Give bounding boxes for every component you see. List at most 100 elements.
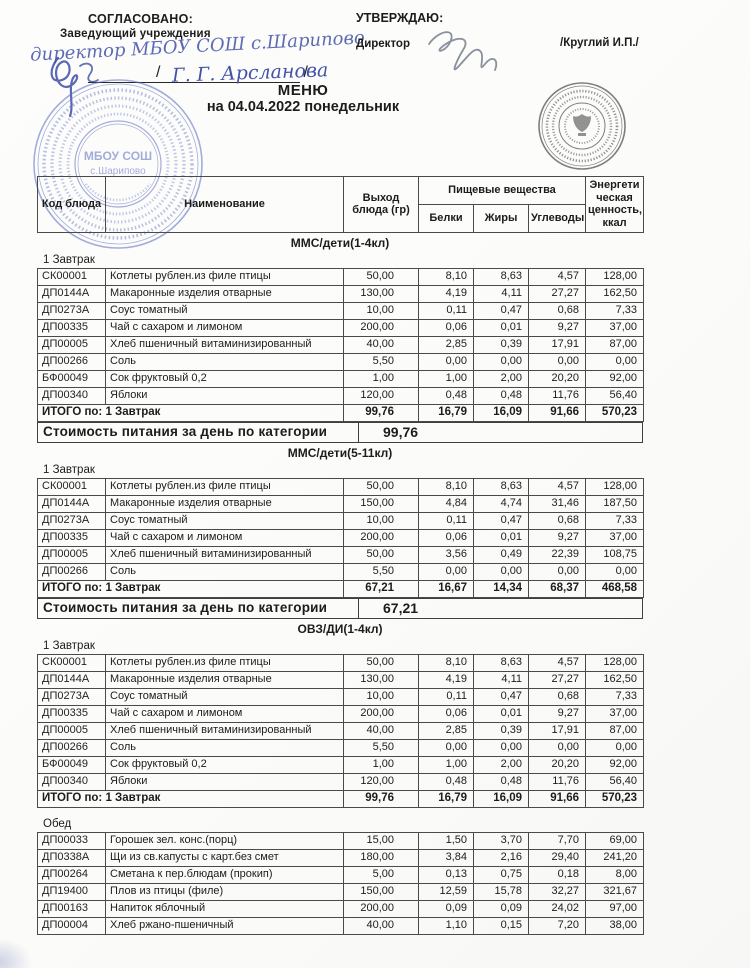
dish-name: Соус томатный [105, 511, 344, 530]
dish-name: Макаронные изделия отварные [105, 494, 344, 513]
daily-cost-row: Стоимость питания за день по категории 67… [37, 597, 643, 619]
output-grams: 180,00 [343, 848, 419, 867]
dish-name: Котлеты рублен.из филе птицы [105, 653, 344, 672]
total-row: ИТОГО по: 1 Завтрак 99,76 16,79 16,09 91,66 5… [37, 403, 644, 422]
output-grams: 150,00 [343, 882, 419, 901]
carbs-value: 24,02 [528, 899, 586, 918]
dish-name: Сок фруктовый 0,2 [105, 755, 344, 774]
protein-value: 12,59 [418, 882, 474, 901]
section-category: ММС/дети(1-4кл) [290, 235, 390, 250]
dish-code: ДП00340 [37, 772, 106, 791]
total-label: ИТОГО по: 1 Завтрак [37, 789, 344, 808]
section-gap [37, 808, 643, 814]
fat-value: 4,74 [473, 494, 529, 513]
protein-value: 4,19 [418, 670, 474, 689]
protein-value: 0,00 [418, 738, 474, 757]
total-energy-value: 570,23 [585, 789, 644, 808]
energy-value: 7,33 [585, 511, 644, 530]
dish-code: ДП00033 [37, 831, 106, 850]
daily-cost-row: Стоимость питания за день по категории 99… [37, 421, 643, 443]
dish-code: ДП00264 [37, 865, 106, 884]
menu-table: СК00001 Котлеты рублен.из филе птицы 50,00… [37, 267, 644, 422]
carbs-value: 29,40 [528, 848, 586, 867]
dish-code: СК00001 [37, 267, 106, 286]
menu-table: ДП00033 Горошек зел. конс.(порц) 15,00 1,50… [37, 831, 644, 935]
table-body: СК00001 Котлеты рублен.из филе птицы 50,00… [37, 267, 644, 422]
dish-code: ДП0338А [37, 848, 106, 867]
protein-value: 0,11 [418, 511, 474, 530]
dish-name: Соус томатный [105, 687, 344, 706]
energy-value: 241,20 [585, 848, 644, 867]
director-name: /Круглий И.П./ [560, 37, 639, 49]
menu-row: ДП00266 Соль 5,50 0,00 0,00 0,00 0,00 [37, 352, 644, 371]
output-grams: 1,00 [343, 755, 419, 774]
col-header-energy: Энергети ческая ценность, ккал [585, 176, 644, 233]
carbs-value: 0,00 [528, 352, 586, 371]
energy-value: 108,75 [585, 545, 644, 564]
carbs-value: 4,57 [528, 267, 586, 286]
col-header-name: Наименование [105, 176, 344, 233]
menu-row: ДП00340 Яблоки 120,00 0,48 0,48 11,76 56,40 [37, 386, 644, 405]
fat-value: 0,01 [473, 704, 529, 723]
dish-name: Плов из птицы (филе) [105, 882, 344, 901]
fat-value: 0,39 [473, 721, 529, 740]
section-gap [37, 935, 643, 941]
carbs-value: 0,68 [528, 301, 586, 320]
menu-row: ДП00005 Хлеб пшеничный витаминизированный… [37, 721, 644, 740]
dish-code: ДП00266 [37, 352, 106, 371]
total-fat-value: 16,09 [473, 789, 529, 808]
dish-code: БФ00049 [37, 369, 106, 388]
carbs-value: 11,76 [528, 772, 586, 791]
dish-code: ДП00163 [37, 899, 106, 918]
output-grams: 5,00 [343, 865, 419, 884]
menu-row: СК00001 Котлеты рублен.из филе птицы 50,00… [37, 653, 644, 672]
protein-value: 0,06 [418, 528, 474, 547]
dish-name: Хлеб пшеничный витаминизированный [105, 721, 344, 740]
output-grams: 150,00 [343, 494, 419, 513]
carbs-value: 0,68 [528, 511, 586, 530]
fat-value: 0,39 [473, 335, 529, 354]
total-row: ИТОГО по: 1 Завтрак 67,21 16,67 14,34 68,37 4… [37, 579, 644, 598]
carbs-value: 27,27 [528, 284, 586, 303]
meal-label: 1 Завтрак [43, 639, 95, 652]
col-header-carbs: Углеводы [528, 203, 586, 233]
energy-value: 69,00 [585, 831, 644, 850]
energy-value: 56,40 [585, 386, 644, 405]
carbs-value: 22,39 [528, 545, 586, 564]
fat-value: 0,48 [473, 386, 529, 405]
energy-value: 87,00 [585, 721, 644, 740]
fat-value: 0,00 [473, 352, 529, 371]
carbs-value: 9,27 [528, 704, 586, 723]
menu-content: Код блюда Наименование Выход блюда (гр) … [37, 176, 644, 941]
menu-row: ДП00335 Чай с сахаром и лимоном 200,00 0,06… [37, 528, 644, 547]
total-label: ИТОГО по: 1 Завтрак [37, 579, 344, 598]
menu-row: БФ00049 Сок фруктовый 0,2 1,00 1,00 2,00 20,2… [37, 369, 644, 388]
menu-row: ДП0144А Макаронные изделия отварные 130,00… [37, 284, 644, 303]
energy-value: 0,00 [585, 352, 644, 371]
carbs-value: 20,20 [528, 755, 586, 774]
protein-value: 0,00 [418, 562, 474, 581]
output-grams: 50,00 [343, 267, 419, 286]
menu-row: БФ00049 Сок фруктовый 0,2 1,00 1,00 2,00 20,2… [37, 755, 644, 774]
protein-value: 0,48 [418, 386, 474, 405]
dish-name: Сметана к пер.блюдам (прокип) [105, 865, 344, 884]
protein-value: 3,84 [418, 848, 474, 867]
dish-name: Чай с сахаром и лимоном [105, 318, 344, 337]
protein-value: 0,11 [418, 301, 474, 320]
menu-row: ДП0144А Макаронные изделия отварные 150,00… [37, 494, 644, 513]
output-grams: 200,00 [343, 899, 419, 918]
fat-value: 15,78 [473, 882, 529, 901]
fat-value: 0,47 [473, 301, 529, 320]
table-body: СК00001 Котлеты рублен.из филе птицы 50,00… [37, 477, 644, 598]
protein-value: 8,10 [418, 477, 474, 496]
menu-row: ДП00266 Соль 5,50 0,00 0,00 0,00 0,00 [37, 738, 644, 757]
menu-row: ДП0338А Щи из св.капусты с карт.без смет 1… [37, 848, 644, 867]
menu-header-table: Код блюда Наименование Выход блюда (гр) … [37, 176, 644, 233]
dish-code: СК00001 [37, 653, 106, 672]
energy-value: 0,00 [585, 738, 644, 757]
col-header-nutrients: Пищевые вещества [418, 176, 586, 205]
total-fat-value: 16,09 [473, 403, 529, 422]
slash-left: / [156, 64, 161, 81]
total-protein-value: 16,67 [418, 579, 474, 598]
carbs-value: 32,27 [528, 882, 586, 901]
